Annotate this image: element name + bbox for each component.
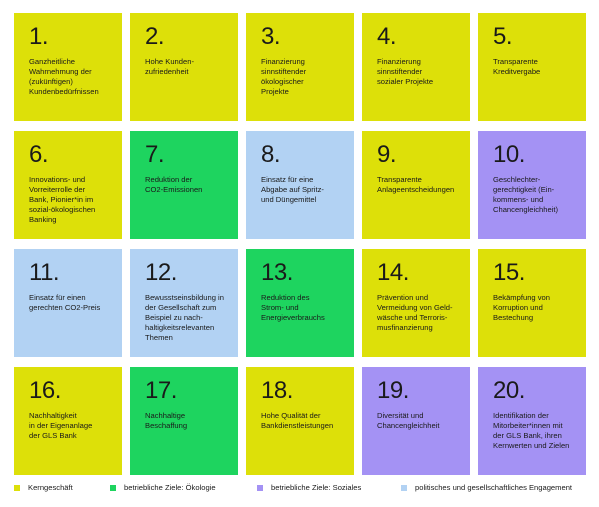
goal-text: Nachhaltige Beschaffung xyxy=(145,411,188,430)
goal-number: 20. xyxy=(493,377,525,404)
goal-text: Ganzheitliche Wahrnehmung der (zukünftig… xyxy=(29,57,99,96)
goal-number: 18. xyxy=(261,377,293,404)
goal-number: 10. xyxy=(493,141,525,168)
goal-number: 11. xyxy=(29,259,60,286)
legend-swatch xyxy=(401,485,407,491)
goal-tile: 14. Prävention und Vermeidung von Geld- w… xyxy=(362,249,470,357)
goal-number: 1. xyxy=(29,23,49,50)
legend-swatch xyxy=(257,485,263,491)
legend-swatch xyxy=(110,485,116,491)
goal-number: 4. xyxy=(377,23,397,50)
goal-text: Diversität und Chancengleichheit xyxy=(377,411,440,430)
goal-tile: 20. Identifikation der Mitorbeiter*innen … xyxy=(478,367,586,475)
legend: Kerngeschäft betriebliche Ziele: Ökologi… xyxy=(14,483,594,493)
goal-tile: 9. Transparente Anlageentscheidungen xyxy=(362,131,470,239)
goal-tile: 8. Einsatz für eine Abgabe auf Spritz- un… xyxy=(246,131,354,239)
goal-text: Nachhaltigkeit in der Eigenanlage der GL… xyxy=(29,411,93,440)
goal-number: 12. xyxy=(145,259,177,286)
legend-label: betriebliche Ziele: Soziales xyxy=(271,483,362,492)
legend-label: betriebliche Ziele: Ökologie xyxy=(124,483,216,492)
goal-tile: 12. Bewusstseinsbildung in der Gesellscha… xyxy=(130,249,238,357)
goal-tile: 17. Nachhaltige Beschaffung xyxy=(130,367,238,475)
goal-text: Prävention und Vermeidung von Geld- wäsc… xyxy=(377,293,453,332)
goal-number: 14. xyxy=(377,259,409,286)
goal-text: Bewusstseinsbildung in der Gesellschaft … xyxy=(145,293,224,342)
goal-tile: 15. Bekämpfung von Korruption und Bestech… xyxy=(478,249,586,357)
legend-label: Kerngeschäft xyxy=(28,483,73,492)
goal-text: Reduktion des Strom- und Energieverbrauc… xyxy=(261,293,325,322)
goal-text: Finanzierung sinnstiftender sozialer Pro… xyxy=(377,57,434,86)
legend-item-soziales: betriebliche Ziele: Soziales xyxy=(257,483,401,493)
goal-tile: 11. Einsatz für einen gerechten CO2-Preis xyxy=(14,249,122,357)
goal-text: Hohe Kunden- zufriedenheit xyxy=(145,57,194,76)
goal-tile: 5. Transparente Kreditvergabe xyxy=(478,13,586,121)
goal-tile: 1. Ganzheitliche Wahrnehmung der (zukünft… xyxy=(14,13,122,121)
goal-number: 7. xyxy=(145,141,165,168)
goal-number: 3. xyxy=(261,23,281,50)
goal-number: 6. xyxy=(29,141,49,168)
goal-tile: 3. Finanzierung sinnstiftender ökologisch… xyxy=(246,13,354,121)
goal-number: 2. xyxy=(145,23,165,50)
goal-tile: 10. Geschlechter- gerechtigkeit (Ein- kom… xyxy=(478,131,586,239)
goal-tile: 16. Nachhaltigkeit in der Eigenanlage der… xyxy=(14,367,122,475)
goal-tile-grid: 1. Ganzheitliche Wahrnehmung der (zukünft… xyxy=(14,13,586,475)
legend-item-engagement: politisches und gesellschaftliches Engag… xyxy=(401,483,572,493)
goal-number: 15. xyxy=(493,259,525,286)
goal-text: Reduktion der CO2-Emissionen xyxy=(145,175,203,194)
goal-text: Identifikation der Mitorbeiter*innen mit… xyxy=(493,411,570,450)
goal-number: 16. xyxy=(29,377,61,404)
goal-number: 13. xyxy=(261,259,293,286)
goal-number: 17. xyxy=(145,377,177,404)
goal-tile: 13. Reduktion des Strom- und Energieverbr… xyxy=(246,249,354,357)
goal-number: 19. xyxy=(377,377,409,404)
goal-number: 8. xyxy=(261,141,281,168)
goal-tile: 4. Finanzierung sinnstiftender sozialer P… xyxy=(362,13,470,121)
goal-tile: 7. Reduktion der CO2-Emissionen xyxy=(130,131,238,239)
goal-text: Transparente Kreditvergabe xyxy=(493,57,541,76)
goal-tile: 18. Hohe Qualität der Bankdienstleistunge… xyxy=(246,367,354,475)
goal-text: Innovations- und Vorreiterrolle der Bank… xyxy=(29,175,96,224)
legend-label: politisches und gesellschaftliches Engag… xyxy=(415,483,573,492)
goal-number: 5. xyxy=(493,23,513,50)
goal-tile: 19. Diversität und Chancengleichheit xyxy=(362,367,470,475)
legend-item-oekologie: betriebliche Ziele: Ökologie xyxy=(110,483,257,493)
goal-text: Einsatz für einen gerechten CO2-Preis xyxy=(29,293,101,312)
goal-tile: 6. Innovations- und Vorreiterrolle der Ba… xyxy=(14,131,122,239)
goal-text: Finanzierung sinnstiftender ökologischer… xyxy=(261,57,307,96)
goal-text: Geschlechter- gerechtigkeit (Ein- kommen… xyxy=(493,175,559,214)
goal-text: Bekämpfung von Korruption und Bestechung xyxy=(493,293,550,322)
goal-number: 9. xyxy=(377,141,397,168)
goal-text: Hohe Qualität der Bankdienstleistungen xyxy=(261,411,334,430)
legend-swatch xyxy=(14,485,20,491)
goal-tile: 2. Hohe Kunden- zufriedenheit xyxy=(130,13,238,121)
goal-text: Einsatz für eine Abgabe auf Spritz- und … xyxy=(261,175,324,204)
legend-item-kerngeschaeft: Kerngeschäft xyxy=(14,483,110,493)
goal-text: Transparente Anlageentscheidungen xyxy=(377,175,455,194)
